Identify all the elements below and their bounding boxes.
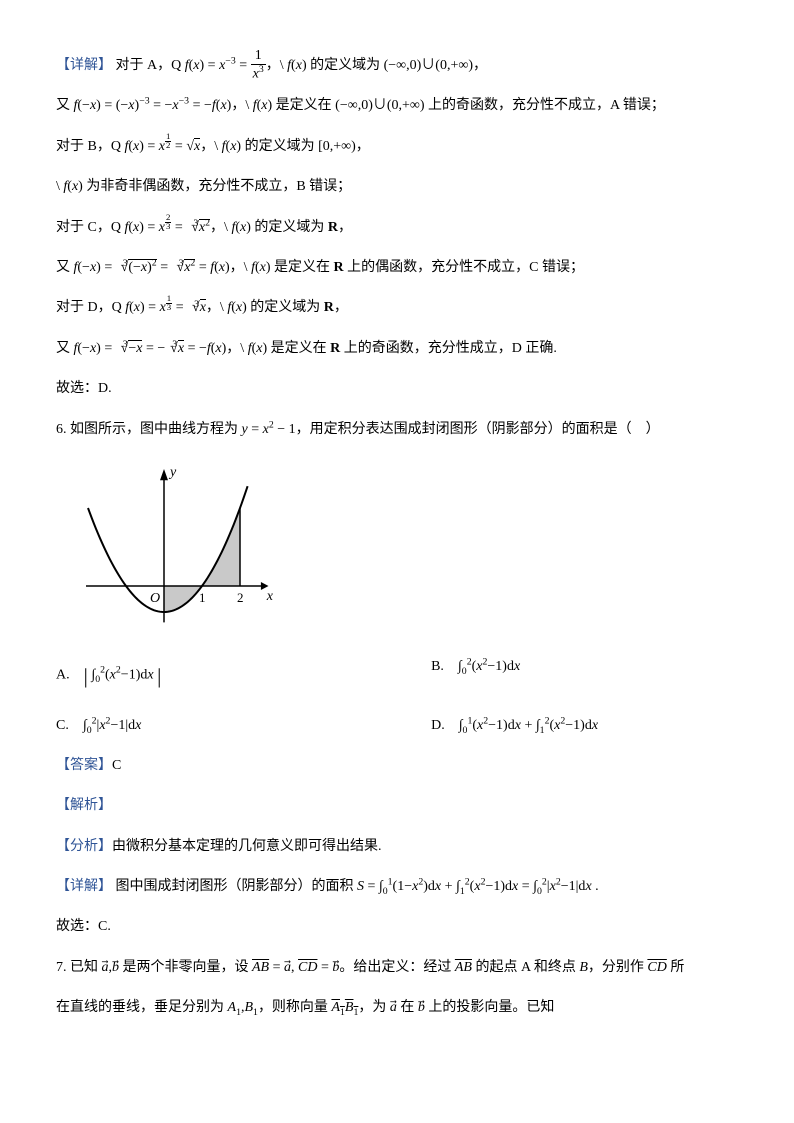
q5-lineA2: 又 f(−x) = (−x)−3 = −x−3 = −f(x)，\ f(x) 是…: [56, 88, 738, 124]
ans-label: 【答案】: [56, 758, 112, 773]
q5-choose: 故选：D.: [56, 371, 738, 407]
q6-chart: y x O 1 2: [86, 456, 738, 641]
q6-answer: 【答案】C: [56, 748, 738, 784]
c1b: ，\ f(x) 的定义域为 R，: [210, 220, 352, 235]
q5-lineA1: 【详解】 对于 A，Q f(x) = x−3 = 1x3，\ f(x) 的定义域…: [56, 48, 738, 84]
q7-line1: 7. 已知 a⃗,b⃗ 是两个非零向量，设 AB = a⃗, CD = b⃗。给…: [56, 950, 738, 986]
q6-stem-text: 如图所示，图中曲线方程为 y = x2 − 1，用定积分表达围成封闭图形（阴影部…: [70, 422, 660, 437]
q6-fenxi: 【分析】由微积分基本定理的几何意义即可得出结果.: [56, 829, 738, 865]
q5-lineD1: 对于 D，Q f(x) = x13 = 3√x，\ f(x) 的定义域为 R，: [56, 290, 738, 326]
q6-stem: 6. 如图所示，图中曲线方程为 y = x2 − 1，用定积分表达围成封闭图形（…: [56, 412, 738, 448]
q6-num: 6.: [56, 422, 70, 437]
q6-choose: 故选：C.: [56, 909, 738, 945]
svg-text:1: 1: [199, 590, 206, 605]
detail-label: 【详解】: [56, 58, 112, 73]
q6-options-row1: A. | ∫02(x2−1)dx | B. ∫02(x2−1)dx: [56, 649, 738, 708]
q5-lineB2: \ f(x) 为非奇非偶函数，充分性不成立，B 错误；: [56, 169, 738, 205]
q6-optD: D. ∫01(x2−1)dx + ∫12(x2−1)dx: [431, 708, 738, 744]
q5-lineB1: 对于 B，Q f(x) = x12 = √x，\ f(x) 的定义域为 [0,+…: [56, 129, 738, 165]
q5-lineD2: 又 f(−x) = 3√−x = −3√x = −f(x)，\ f(x) 是定义…: [56, 331, 738, 367]
q5-lineC1: 对于 C，Q f(x) = x23 = 3√x2，\ f(x) 的定义域为 R，: [56, 210, 738, 246]
fenxi-text: 由微积分基本定理的几何意义即可得出结果.: [112, 839, 382, 854]
q5-lineC2: 又 f(−x) = 3√(−x)2 = 3√x2 = f(x)，\ f(x) 是…: [56, 250, 738, 286]
q6-detail-text: 图中围成封闭图形（阴影部分）的面积 S = ∫01(1−x2)dx + ∫12(…: [116, 879, 599, 894]
q6-optB: B. ∫02(x2−1)dx: [431, 649, 738, 704]
q7-line2: 在直线的垂线，垂足分别为 A1,B1，则称向量 A1B1，为 a⃗ 在 b⃗ 上…: [56, 990, 738, 1026]
svg-text:2: 2: [237, 590, 244, 605]
svg-text:x: x: [266, 589, 274, 604]
svg-text:O: O: [150, 591, 160, 606]
q6-jiexi: 【解析】: [56, 788, 738, 824]
detail-label-2: 【详解】: [56, 879, 112, 894]
q6-optC: C. ∫02|x2−1|dx: [56, 708, 431, 744]
c1a: 对于 C，Q f(x) = x23 =: [56, 220, 186, 235]
q5-a1-text: 对于 A，Q f(x) = x−3 = 1x3，\ f(x) 的定义域为 (−∞…: [116, 58, 488, 73]
ans-val: C: [112, 758, 121, 773]
q6-optA: A. | ∫02(x2−1)dx |: [56, 649, 431, 704]
q6-detail: 【详解】 图中围成封闭图形（阴影部分）的面积 S = ∫01(1−x2)dx +…: [56, 869, 738, 905]
fenxi-label: 【分析】: [56, 839, 112, 854]
q6-options-row2: C. ∫02|x2−1|dx D. ∫01(x2−1)dx + ∫12(x2−1…: [56, 708, 738, 748]
svg-text:y: y: [168, 465, 177, 480]
q7-num: 7.: [56, 960, 70, 975]
